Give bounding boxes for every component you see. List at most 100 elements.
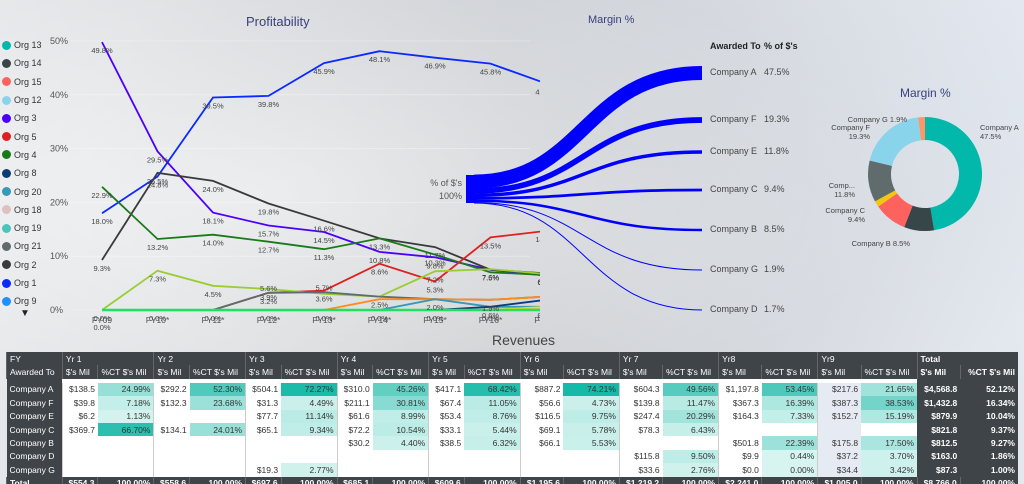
sankey-link[interactable] (473, 201, 703, 271)
pct-cell: 4.40% (372, 436, 429, 450)
legend-label: Org 20 (14, 186, 42, 197)
data-label: 42.1% (535, 88, 540, 97)
sankey-link[interactable] (473, 199, 703, 232)
legend-item[interactable]: Org 4 (2, 146, 62, 164)
donut-slice-company-c[interactable] (878, 193, 913, 228)
table-row: Company C $369.7 66.70% $134.1 24.01% $65.1 9.… (6, 422, 1018, 437)
dollars-cell: $211.1 (336, 396, 373, 410)
dollars-column-header[interactable]: $'s Mil (153, 365, 190, 379)
legend-item[interactable]: Org 18 (2, 201, 62, 219)
dollars-cell (618, 436, 663, 450)
data-label: 18.1% (202, 217, 224, 226)
dollars-column-header[interactable]: $'s Mil (916, 365, 961, 379)
total-row-label: Total (6, 476, 63, 484)
data-label: 0.0% (482, 314, 499, 323)
y-tick-label: 20% (50, 197, 68, 207)
sankey-link[interactable] (473, 202, 703, 311)
sankey-link[interactable] (473, 188, 703, 200)
x-tick-label: FY15* (423, 315, 447, 325)
dollars-cell: $132.3 (153, 396, 190, 410)
line-series-org-19[interactable] (101, 268, 540, 311)
legend-marker-icon (2, 260, 11, 270)
legend-item[interactable]: Org 14 (2, 54, 62, 72)
pct-column-header[interactable]: %CT $'s Mil (97, 365, 154, 379)
pct-column-header[interactable]: %CT $'s Mil (860, 365, 918, 379)
pct-column-header[interactable]: %CT $'s Mil (463, 365, 521, 379)
donut-slice-company-d[interactable] (874, 190, 898, 207)
sankey-target-pct: 1.9% (764, 264, 785, 274)
dollars-column-header[interactable]: $'s Mil (61, 365, 98, 379)
legend-item[interactable]: Org 1 (2, 274, 62, 292)
data-label: 5.6% (260, 284, 277, 293)
dollars-column-header[interactable]: $'s Mil (336, 365, 373, 379)
dollars-cell: $387.3 (817, 396, 862, 410)
donut-slice-company-g[interactable] (918, 117, 925, 141)
legend-item[interactable]: Org 5 (2, 127, 62, 145)
pct-column-header[interactable]: %CT $'s Mil (189, 365, 246, 379)
pct-column-header[interactable]: %CT $'s Mil (761, 365, 818, 379)
margin-sankey-title: Margin % (588, 14, 635, 26)
dollars-column-header[interactable]: $'s Mil (817, 365, 862, 379)
pct-column-header[interactable]: %CT $'s Mil (280, 365, 338, 379)
dollars-column-header[interactable]: $'s Mil (519, 365, 564, 379)
sankey-link[interactable] (473, 150, 703, 198)
donut-data-label: 47.5% (980, 132, 1002, 141)
pct-cell: 3.42% (861, 463, 918, 477)
sankey-link[interactable] (473, 117, 703, 194)
pct-column-header[interactable]: %CT $'s Mil (662, 365, 719, 379)
donut-slice-company-b[interactable] (904, 205, 935, 231)
pct-column-header[interactable]: %CT $'s Mil (372, 365, 429, 379)
sankey-source-node[interactable] (466, 175, 474, 203)
legend-label: Org 9 (14, 296, 37, 307)
total-dollars-cell: $554.3 (61, 476, 98, 484)
donut-slice-company-f[interactable] (869, 117, 921, 166)
pct-cell (97, 449, 154, 464)
line-series-org-2[interactable] (101, 171, 540, 274)
legend-item[interactable]: Org 19 (2, 219, 62, 237)
margin-donut-chart: Company A47.5% Company B 8.5% Company C9.4… (825, 115, 1018, 248)
legend-label: Org 14 (14, 58, 42, 69)
legend-label: Org 12 (14, 95, 42, 106)
data-label: 0.0% (315, 314, 332, 323)
donut-slice-company-a[interactable] (925, 117, 982, 231)
total-pct-cell: 1.00% (960, 463, 1018, 477)
legend-item[interactable]: Org 9 (2, 292, 62, 310)
legend-item[interactable]: Org 21 (2, 237, 62, 255)
dollars-cell: $61.6 (336, 409, 373, 423)
chevron-down-icon[interactable]: ▼ (20, 308, 30, 320)
grand-total-dollars-cell: $8,766.0 (916, 476, 961, 484)
dollars-cell (153, 463, 190, 477)
data-label: 0.0% (204, 314, 221, 323)
pct-cell: 3.70% (861, 449, 918, 464)
revenues-title: Revenues (492, 332, 556, 348)
legend-item[interactable]: Org 20 (2, 182, 62, 200)
profitability-line-chart: 0% 10% 20% 30% 40% 50% FY09 FY10* FY11* FY12* FY13… (50, 36, 541, 330)
pct-cell: 38.53% (861, 396, 918, 410)
pct-column-header[interactable]: %CT $'s Mil (562, 365, 620, 379)
x-tick-label: FY12* (257, 315, 281, 325)
total-dollars-cell: $163.0 (917, 449, 961, 464)
year-header: Yr8 (718, 352, 818, 366)
pct-cell: 20.29% (662, 409, 719, 423)
pct-column-header[interactable]: %CT $'s Mil (959, 365, 1018, 379)
legend-item[interactable]: Org 8 (2, 164, 62, 182)
sankey-link[interactable] (473, 66, 703, 189)
pct-cell (189, 449, 246, 464)
dollars-column-header[interactable]: $'s Mil (245, 365, 282, 379)
legend-item[interactable]: Org 3 (2, 109, 62, 127)
line-series-org-1[interactable] (101, 50, 540, 214)
legend-item[interactable]: Org 15 (2, 73, 62, 91)
legend-label: Org 8 (14, 168, 37, 179)
legend-item[interactable]: Org 12 (2, 91, 62, 109)
pct-cell: 11.05% (464, 396, 521, 410)
data-label: 2.5% (371, 301, 388, 310)
donut-slice-company-e[interactable] (868, 160, 896, 202)
legend-item[interactable]: Org 13 (2, 36, 62, 54)
pct-cell: 24.99% (97, 382, 154, 397)
dollars-column-header[interactable]: $'s Mil (618, 365, 663, 379)
line-series-org-4[interactable] (101, 186, 540, 276)
legend-item[interactable]: Org 2 (2, 256, 62, 274)
dollars-column-header[interactable]: $'s Mil (428, 365, 465, 379)
dollars-column-header[interactable]: $'s Mil (718, 365, 762, 379)
line-series-org-20[interactable] (379, 298, 541, 311)
